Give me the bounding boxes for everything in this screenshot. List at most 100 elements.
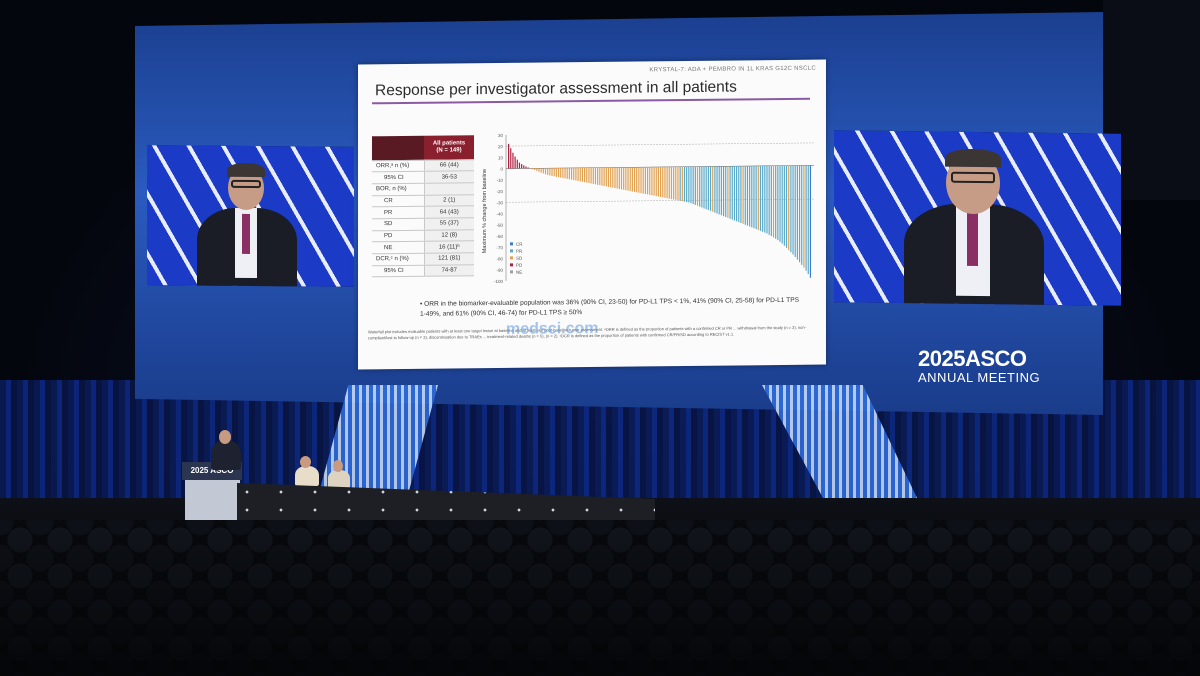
- waterfall-bar: [766, 165, 768, 234]
- waterfall-bar: [751, 166, 753, 228]
- waterfall-bar: [514, 156, 516, 169]
- waterfall-bar: [794, 165, 796, 257]
- y-tick-label: -40: [496, 212, 503, 217]
- waterfall-bar: [592, 167, 594, 184]
- waterfall-bar: [792, 165, 794, 255]
- speaker-feed-right: [834, 130, 1121, 306]
- waterfall-bar: [603, 167, 605, 187]
- waterfall-bar: [699, 166, 701, 207]
- waterfall-bar: [636, 167, 638, 193]
- waterfall-bar: [668, 166, 670, 199]
- row-value: 74-87: [424, 264, 474, 277]
- waterfall-bar: [688, 166, 690, 203]
- waterfall-bar: [564, 167, 566, 179]
- panelist-2-head: [333, 460, 343, 472]
- waterfall-bar: [683, 166, 686, 202]
- ref-line-30: [506, 198, 814, 203]
- table-row: PR 64 (43): [372, 205, 474, 219]
- table-row: 95% CI 36-53: [372, 170, 474, 184]
- waterfall-bar: [642, 167, 644, 194]
- waterfall-bar: [738, 166, 740, 223]
- legend-label: CR: [516, 242, 523, 247]
- slide-tag: KRYSTAL-7: ADA + PEMBRO IN 1L KRAS G12C …: [649, 65, 816, 74]
- waterfall-bar: [664, 166, 666, 198]
- waterfall-bar: [640, 167, 642, 194]
- y-tick-label: -70: [496, 245, 503, 250]
- waterfall-bar: [646, 167, 649, 195]
- y-tick-label: -60: [496, 234, 503, 239]
- waterfall-bar: [727, 166, 729, 218]
- y-tick-label: -10: [496, 178, 503, 183]
- waterfall-bar: [562, 167, 564, 178]
- waterfall-bar: [753, 165, 755, 229]
- waterfall-bar: [542, 168, 544, 174]
- waterfall-bar: [677, 166, 679, 201]
- waterfall-bar: [803, 165, 805, 268]
- y-tick-label: -30: [496, 200, 503, 205]
- waterfall-bar: [777, 165, 779, 241]
- presentation-slide: KRYSTAL-7: ADA + PEMBRO IN 1L KRAS G12C …: [358, 59, 826, 370]
- waterfall-bar: [779, 165, 781, 242]
- waterfall-bar: [588, 167, 590, 184]
- y-tick-label: 0: [500, 167, 503, 172]
- waterfall-bar: [675, 166, 677, 200]
- waterfall-bar: [653, 167, 655, 196]
- row-label: BOR, n (%): [372, 183, 424, 196]
- waterfall-bar: [712, 166, 714, 212]
- row-value: 36-53: [424, 170, 474, 184]
- waterfall-bar: [610, 167, 612, 188]
- waterfall-bar: [536, 168, 538, 171]
- panelist-2: [328, 470, 350, 488]
- waterfall-bar: [783, 165, 785, 246]
- legend-swatch: [510, 256, 513, 260]
- y-axis-label: Maximum % change from baseline: [482, 169, 488, 253]
- speaker-tie: [242, 213, 250, 254]
- table-row: BOR, n (%): [372, 182, 474, 196]
- waterfall-bar: [581, 167, 584, 182]
- waterfall-bar: [759, 165, 762, 231]
- waterfall-bar: [686, 166, 688, 203]
- waterfall-bar: [557, 168, 560, 178]
- waterfall-bar: [729, 166, 731, 219]
- table-row: 95% CI 74-87: [372, 264, 474, 278]
- waterfall-bar: [553, 168, 555, 177]
- slide-bullet: • ORR in the biomarker-evaluable populat…: [420, 296, 800, 318]
- waterfall-bar: [768, 165, 770, 235]
- waterfall-bar: [749, 166, 751, 227]
- row-label: DCR,ᶜ n (%): [372, 253, 424, 266]
- row-label: 95% CI: [372, 264, 424, 278]
- waterfall-bar: [540, 168, 542, 173]
- waterfall-bar: [620, 167, 623, 190]
- waterfall-bar: [570, 167, 573, 180]
- waterfall-bar: [525, 166, 527, 169]
- legend-label: SD: [516, 256, 523, 261]
- waterfall-bar: [651, 167, 653, 196]
- waterfall-bar: [594, 167, 597, 185]
- waterfall-bar: [809, 165, 812, 278]
- waterfall-bar: [705, 166, 707, 210]
- waterfall-bar: [757, 165, 759, 230]
- waterfall-bar: [720, 166, 722, 216]
- speaker-feed-left: [147, 145, 354, 287]
- waterfall-bar: [744, 166, 746, 225]
- legend-label: NE: [516, 270, 522, 275]
- waterfall-bar: [586, 167, 588, 183]
- waterfall-bar: [521, 164, 523, 169]
- waterfall-bar: [633, 167, 636, 192]
- bullet-text: ORR in the biomarker-evaluable populatio…: [420, 296, 800, 318]
- waterfall-bar: [801, 165, 803, 265]
- waterfall-bar: [510, 148, 512, 169]
- y-tick-label: -80: [496, 256, 503, 261]
- waterfall-bar: [725, 166, 727, 217]
- waterfall-bar: [625, 167, 627, 191]
- table-row: DCR,ᶜ n (%) 121 (81): [372, 252, 474, 266]
- waterfall-bar: [709, 166, 712, 211]
- waterfall-bar: [714, 166, 716, 213]
- row-value: 55 (37): [424, 217, 474, 230]
- waterfall-bar: [670, 166, 673, 200]
- waterfall-bar: [644, 167, 646, 195]
- waterfall-bar: [607, 167, 610, 187]
- waterfall-bar: [770, 165, 772, 237]
- waterfall-bar: [616, 167, 618, 189]
- speaker-tie: [967, 211, 978, 267]
